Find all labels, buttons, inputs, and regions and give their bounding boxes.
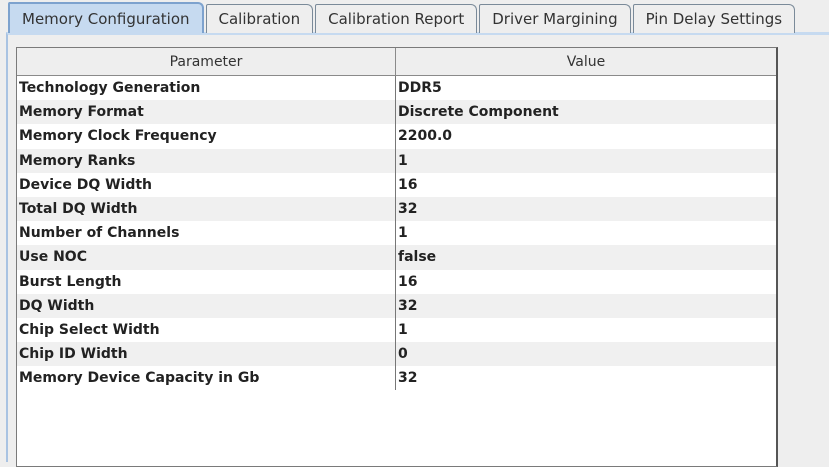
parameter-cell: Chip Select Width bbox=[17, 317, 396, 343]
tab-pin-delay-settings[interactable]: Pin Delay Settings bbox=[632, 4, 796, 33]
parameter-cell: Number of Channels bbox=[17, 221, 396, 246]
parameter-cell: Memory Format bbox=[17, 100, 396, 125]
table-row[interactable]: Memory Device Capacity in Gb 32 bbox=[17, 366, 776, 391]
value-cell: 16 bbox=[398, 176, 418, 193]
parameter-table: Parameter Value Technology Generation DDR… bbox=[16, 47, 778, 467]
table-row[interactable]: Memory Format Discrete Component bbox=[17, 100, 776, 125]
value-cell: 32 bbox=[398, 370, 418, 387]
table-row[interactable]: Technology Generation DDR5 bbox=[17, 76, 776, 101]
parameter-cell: Total DQ Width bbox=[17, 196, 396, 222]
value-cell: 1 bbox=[398, 225, 408, 242]
parameter-cell: Memory Device Capacity in Gb bbox=[17, 366, 396, 391]
tab-calibration-report[interactable]: Calibration Report bbox=[315, 4, 478, 33]
value-cell: 0 bbox=[398, 346, 408, 363]
column-header-parameter[interactable]: Parameter bbox=[17, 48, 396, 75]
value-cell: DDR5 bbox=[398, 80, 442, 97]
value-cell: 32 bbox=[398, 201, 418, 218]
table-row[interactable]: Use NOC false bbox=[17, 245, 776, 270]
table-row[interactable]: Burst Length 16 bbox=[17, 269, 776, 294]
tab-panel bbox=[6, 32, 829, 462]
parameter-cell: Chip ID Width bbox=[17, 342, 396, 367]
parameter-cell: Use NOC bbox=[17, 245, 396, 270]
table-row[interactable]: Memory Clock Frequency 2200.0 bbox=[17, 124, 776, 149]
table-row[interactable]: Device DQ Width 16 bbox=[17, 172, 776, 197]
table-row[interactable]: Total DQ Width 32 bbox=[17, 196, 776, 222]
value-cell: 16 bbox=[398, 273, 418, 290]
table-row[interactable]: Chip Select Width 1 bbox=[17, 317, 776, 343]
value-cell: 32 bbox=[398, 297, 418, 314]
value-cell: Discrete Component bbox=[398, 104, 559, 121]
parameter-cell: DQ Width bbox=[17, 293, 396, 318]
parameter-cell: Technology Generation bbox=[17, 76, 396, 101]
parameter-cell: Memory Ranks bbox=[17, 148, 396, 173]
tab-driver-margining[interactable]: Driver Margining bbox=[479, 4, 631, 33]
table-row[interactable]: Memory Ranks 1 bbox=[17, 148, 776, 173]
parameter-cell: Device DQ Width bbox=[17, 172, 396, 197]
parameter-cell: Burst Length bbox=[17, 269, 396, 294]
tab-memory-configuration[interactable]: Memory Configuration bbox=[8, 2, 204, 33]
parameter-cell: Memory Clock Frequency bbox=[17, 124, 396, 149]
table-row[interactable]: DQ Width 32 bbox=[17, 293, 776, 318]
table-row[interactable]: Chip ID Width 0 bbox=[17, 342, 776, 367]
column-header-value[interactable]: Value bbox=[566, 53, 606, 70]
tab-bar: Memory Configuration Calibration Calibrati… bbox=[8, 2, 797, 33]
table-header: Parameter Value bbox=[17, 48, 776, 76]
value-cell: 2200.0 bbox=[398, 128, 453, 145]
value-cell: 1 bbox=[398, 321, 408, 338]
tab-calibration[interactable]: Calibration bbox=[205, 4, 314, 33]
value-cell: 1 bbox=[398, 152, 408, 169]
value-cell: false bbox=[398, 249, 437, 266]
table-row[interactable]: Number of Channels 1 bbox=[17, 221, 776, 246]
